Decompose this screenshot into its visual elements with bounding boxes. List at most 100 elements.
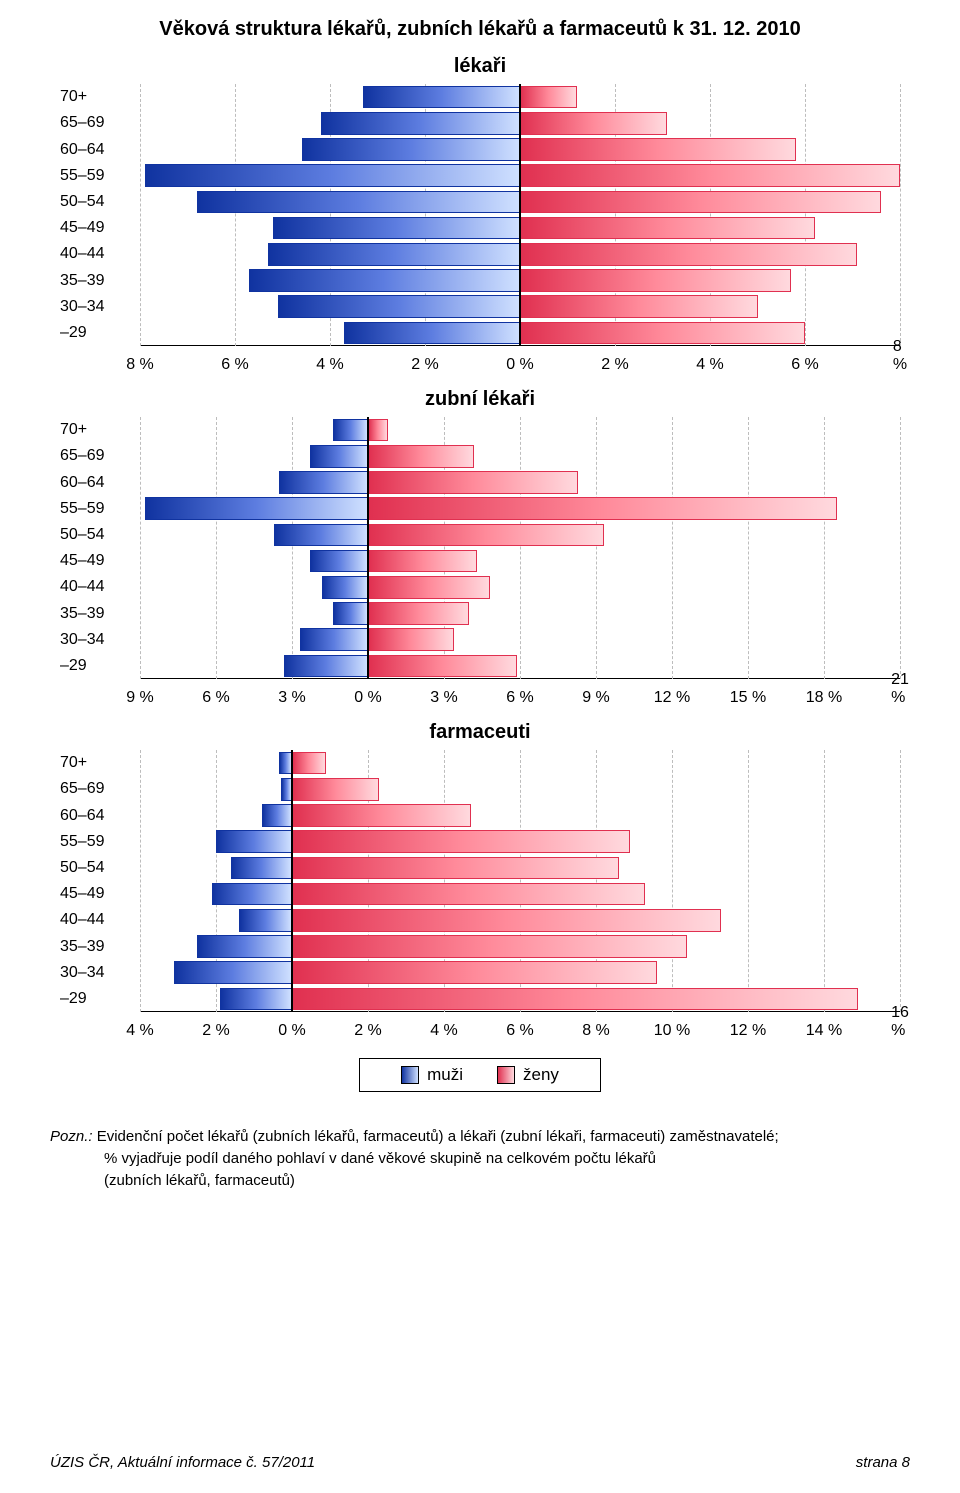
bar-male [344,322,520,345]
bar-female [520,295,758,318]
axis-zero [291,750,293,1012]
x-tick-label: 12 % [654,689,690,707]
bar-male [197,191,520,214]
page-title: Věková struktura lékařů, zubních lékařů … [50,18,910,41]
x-tick-label: 8 % [126,356,154,374]
legend-item-female: ženy [497,1065,559,1085]
bar-male [197,935,292,958]
chart-lekari: lékaři8 %6 %4 %2 %0 %2 %4 %6 %8 %70+65–6… [50,55,910,374]
x-tick-label: 3 % [430,689,458,707]
chart-title-lekari: lékaři [50,55,910,78]
bar-male [273,217,520,240]
bar-male [279,471,368,494]
bar-female [368,524,604,547]
x-tick-label: 9 % [582,689,610,707]
x-tick-label: 2 % [601,356,629,374]
bar-male [174,961,292,984]
bar-female [520,217,815,240]
x-tick-label: 2 % [411,356,439,374]
axis-zero [367,417,369,679]
x-tick-label: 2 % [202,1022,230,1040]
x-tick-label: 4 % [316,356,344,374]
bar-male [302,138,521,161]
bar-female [368,497,837,520]
x-tick-label: 6 % [221,356,249,374]
gridline [900,84,901,346]
x-tick-label: 6 % [202,689,230,707]
x-tick-label: 0 % [354,689,382,707]
note-lead: Pozn.: [50,1128,93,1145]
gridline [900,750,901,1012]
bar-female [292,909,721,932]
bar-female [520,112,667,135]
bar-female [520,243,857,266]
chart-title-zubni: zubní lékaři [50,388,910,411]
chart-title-farmaceuti: farmaceuti [50,721,910,744]
bar-female [520,269,791,292]
bar-male [268,243,520,266]
bar-female [292,857,619,880]
bar-female [292,935,687,958]
legend-label-female: ženy [523,1065,559,1085]
bar-male [321,112,521,135]
bar-female [292,830,630,853]
bar-male [274,524,368,547]
x-tick-label: 4 % [430,1022,458,1040]
bar-female [368,445,474,468]
bar-male [322,576,368,599]
bar-male [249,269,520,292]
x-tick-label: 2 % [354,1022,382,1040]
note-line-0: Evidenční počet lékařů (zubních lékařů, … [97,1128,779,1145]
bar-female [368,576,490,599]
x-tick-label: 9 % [126,689,154,707]
chart-zubni: zubní lékaři 9 % 6 % 3 % 0 % 3 % 6 % 9 % 12 % 15 … [50,388,910,707]
x-tick-label: 18 % [806,689,842,707]
bar-male [145,164,520,187]
bar-female [292,752,326,775]
x-tick-label: 10 % [654,1022,690,1040]
bar-female [292,804,471,827]
note-line-2: (zubních lékařů, farmaceutů) [50,1170,910,1192]
bar-male [333,602,368,625]
bar-male [279,752,292,775]
bar-female [292,778,379,801]
footer-left: ÚZIS ČR, Aktuální informace č. 57/2011 [50,1454,315,1471]
legend-item-male: muži [401,1065,463,1085]
bar-female [520,138,796,161]
x-tick-label: 6 % [506,1022,534,1040]
chart-canvas-lekari: 8 %6 %4 %2 %0 %2 %4 %6 %8 %70+65–6960–64… [60,84,900,374]
bar-male [239,909,292,932]
bar-male [216,830,292,853]
x-tick-label: 15 % [730,689,766,707]
bar-female [520,322,805,345]
footnote: Pozn.: Evidenční počet lékařů (zubních l… [50,1126,910,1191]
x-tick-label: 6 % [791,356,819,374]
bar-male [363,86,520,109]
axis-zero [519,84,521,346]
note-line-1: % vyjadřuje podíl daného pohlaví v dané … [50,1148,910,1170]
chart-canvas-farmaceuti: 4 %2 %0 %2 %4 %6 %8 %10 %12 %14 %16 %70+… [60,750,900,1040]
bar-male [278,295,520,318]
x-tick-label: 6 % [506,689,534,707]
bar-female [292,961,657,984]
bar-male [145,497,368,520]
bar-female [368,602,469,625]
x-tick-label: 12 % [730,1022,766,1040]
chart-farmaceuti: farmaceuti 4 % 2 % 0 % 2 % 4 % 6 % 8 % 10 % 12 % 1… [50,721,910,1040]
bar-female [368,471,578,494]
x-tick-label: 3 % [278,689,306,707]
chart-canvas-zubni: 9 %6 %3 %0 %3 %6 %9 %12 %15 %18 %21 %70+… [60,417,900,707]
legend: muži ženy [359,1058,601,1092]
x-tick-label: 0 % [278,1022,306,1040]
x-tick-label: 14 % [806,1022,842,1040]
bar-male [310,550,368,573]
bar-male [220,988,292,1011]
bar-female [520,164,900,187]
x-tick-label: 4 % [126,1022,154,1040]
bar-male [231,857,292,880]
bar-female [368,655,517,678]
x-tick-label: 4 % [696,356,724,374]
x-tick-label: 8 % [582,1022,610,1040]
bar-female [292,988,858,1011]
legend-swatch-male [401,1066,419,1084]
